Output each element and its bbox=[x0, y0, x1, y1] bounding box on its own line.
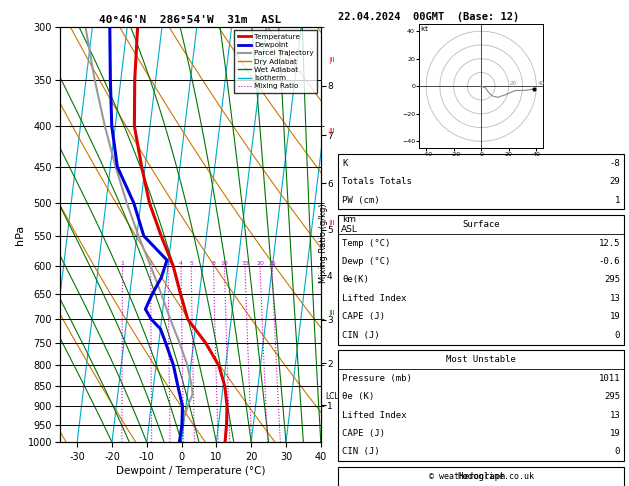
Text: Most Unstable: Most Unstable bbox=[446, 355, 516, 364]
Text: 20: 20 bbox=[256, 261, 264, 266]
Text: CIN (J): CIN (J) bbox=[342, 331, 380, 340]
Text: 20: 20 bbox=[510, 81, 517, 86]
Text: 8: 8 bbox=[211, 261, 216, 266]
Text: CAPE (J): CAPE (J) bbox=[342, 429, 385, 438]
Text: 3: 3 bbox=[166, 261, 170, 266]
Text: 19: 19 bbox=[610, 429, 620, 438]
Text: Dewp (°C): Dewp (°C) bbox=[342, 257, 391, 266]
Text: 25: 25 bbox=[268, 261, 276, 266]
Text: 2: 2 bbox=[148, 261, 153, 266]
Text: 0: 0 bbox=[615, 448, 620, 456]
Text: |ll: |ll bbox=[328, 128, 335, 135]
Text: Totals Totals: Totals Totals bbox=[342, 177, 412, 186]
Legend: Temperature, Dewpoint, Parcel Trajectory, Dry Adiabat, Wet Adiabat, Isotherm, Mi: Temperature, Dewpoint, Parcel Trajectory… bbox=[235, 30, 317, 93]
Text: 295: 295 bbox=[604, 276, 620, 284]
X-axis label: Dewpoint / Temperature (°C): Dewpoint / Temperature (°C) bbox=[116, 466, 265, 476]
Text: PW (cm): PW (cm) bbox=[342, 196, 380, 205]
Text: θe (K): θe (K) bbox=[342, 392, 374, 401]
Text: K: K bbox=[342, 159, 348, 168]
Text: 1011: 1011 bbox=[599, 374, 620, 382]
Text: Mixing Ratio (g/kg): Mixing Ratio (g/kg) bbox=[320, 203, 328, 283]
Text: 5: 5 bbox=[189, 261, 193, 266]
Text: 0: 0 bbox=[615, 331, 620, 340]
Text: Lifted Index: Lifted Index bbox=[342, 411, 407, 419]
Text: |ll: |ll bbox=[328, 220, 335, 227]
Text: Pressure (mb): Pressure (mb) bbox=[342, 374, 412, 382]
Text: 10: 10 bbox=[221, 261, 228, 266]
Text: Lifted Index: Lifted Index bbox=[342, 294, 407, 303]
Text: CAPE (J): CAPE (J) bbox=[342, 312, 385, 321]
Text: © weatheronline.co.uk: © weatheronline.co.uk bbox=[429, 472, 533, 481]
Text: 22.04.2024  00GMT  (Base: 12): 22.04.2024 00GMT (Base: 12) bbox=[338, 12, 520, 22]
Text: CIN (J): CIN (J) bbox=[342, 448, 380, 456]
Text: 29: 29 bbox=[610, 177, 620, 186]
Title: 40°46'N  286°54'W  31m  ASL: 40°46'N 286°54'W 31m ASL bbox=[99, 15, 281, 25]
Y-axis label: km
ASL: km ASL bbox=[341, 215, 358, 235]
Text: θe(K): θe(K) bbox=[342, 276, 369, 284]
Text: LCL: LCL bbox=[325, 392, 338, 400]
Text: kt: kt bbox=[421, 26, 429, 32]
Text: Hodograph: Hodograph bbox=[457, 472, 505, 481]
Text: 4: 4 bbox=[179, 261, 183, 266]
Text: 13: 13 bbox=[610, 294, 620, 303]
Text: 1: 1 bbox=[615, 196, 620, 205]
Text: |ll: |ll bbox=[328, 310, 335, 317]
Text: 1: 1 bbox=[121, 261, 125, 266]
Text: 19: 19 bbox=[610, 312, 620, 321]
Text: |ll: |ll bbox=[328, 57, 335, 64]
Text: 12.5: 12.5 bbox=[599, 239, 620, 247]
Text: 40: 40 bbox=[538, 81, 545, 86]
Text: Surface: Surface bbox=[462, 220, 500, 229]
Text: -0.6: -0.6 bbox=[599, 257, 620, 266]
Text: Temp (°C): Temp (°C) bbox=[342, 239, 391, 247]
Text: 13: 13 bbox=[610, 411, 620, 419]
Text: -8: -8 bbox=[610, 159, 620, 168]
Y-axis label: hPa: hPa bbox=[15, 225, 25, 244]
Text: 15: 15 bbox=[241, 261, 249, 266]
Text: 295: 295 bbox=[604, 392, 620, 401]
